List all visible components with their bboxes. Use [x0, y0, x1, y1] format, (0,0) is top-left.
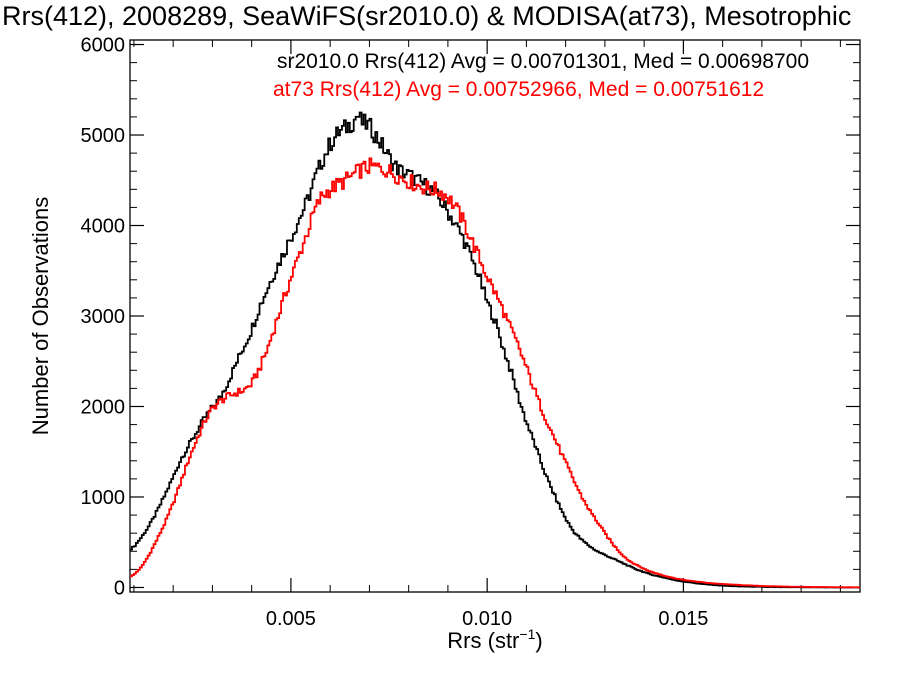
y-tick-labels: 0 1000 2000 3000 4000 5000 6000 [81, 35, 126, 600]
y-axis-label: Number of Observations [28, 197, 53, 435]
chart-title: Rrs(412), 2008289, SeaWiFS(sr2010.0) & M… [2, 1, 851, 31]
x-axis-label-main: Rrs (str [447, 628, 519, 653]
y-tick-label: 4000 [81, 216, 126, 238]
x-axis-label: Rrs (str−1) [447, 626, 542, 653]
x-tick-label: 0.015 [658, 608, 708, 630]
series-line-at73 [130, 157, 860, 589]
plot-frame [129, 39, 861, 593]
series-layer [130, 111, 860, 589]
x-tick-label: 0.005 [266, 608, 316, 630]
x-tick-label: 0.010 [462, 608, 512, 630]
y-tick-label: 6000 [81, 35, 126, 57]
legend-entry-sr2010: sr2010.0 Rrs(412) Avg = 0.00701301, Med … [277, 50, 809, 73]
y-tick-label: 2000 [81, 396, 126, 418]
x-axis-label-tail: ) [535, 628, 542, 653]
y-tick-label: 1000 [81, 487, 126, 509]
y-tick-label: 0 [114, 577, 125, 599]
x-tick-labels: 0.005 0.010 0.015 [266, 608, 709, 630]
axis-ticks [130, 40, 860, 592]
legend-entry-at73: at73 Rrs(412) Avg = 0.00752966, Med = 0.… [273, 78, 764, 101]
plot-area [129, 39, 861, 593]
series-line-sr2010-0 [130, 111, 860, 589]
y-tick-label: 3000 [81, 306, 126, 328]
y-tick-label: 5000 [81, 125, 126, 147]
x-axis-label-sup: −1 [519, 626, 535, 642]
